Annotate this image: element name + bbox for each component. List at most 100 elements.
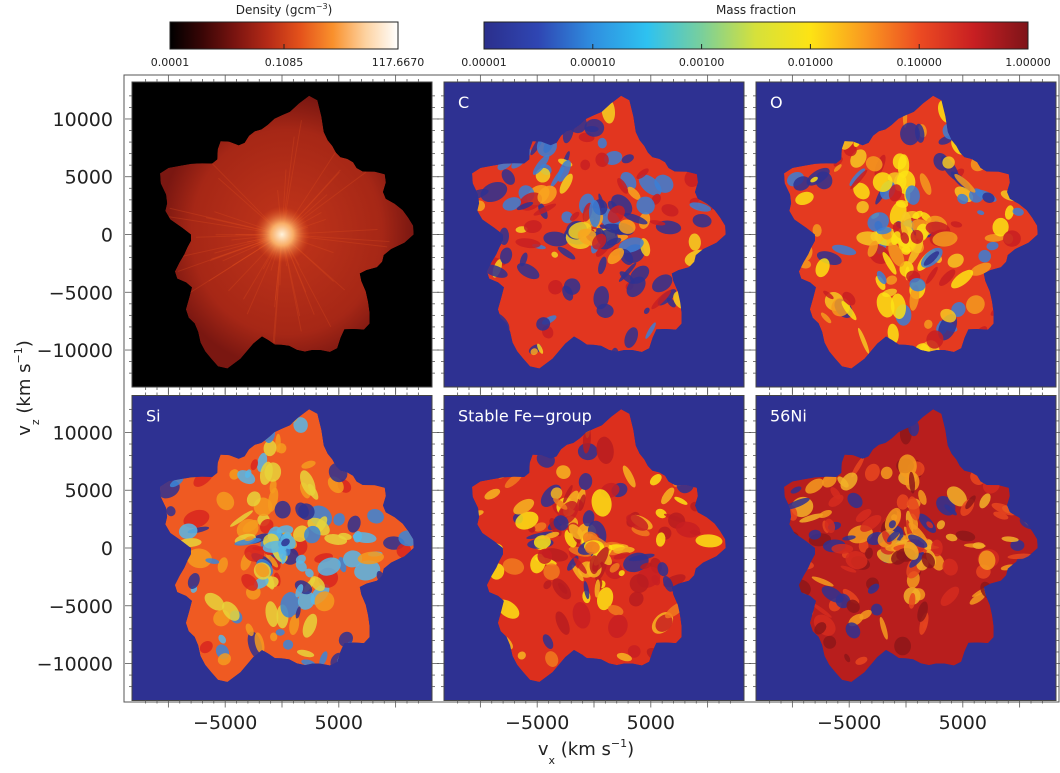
abundance-clump (295, 584, 304, 598)
abundance-clump (353, 530, 363, 543)
abundance-clump (947, 253, 964, 268)
abundance-clump (951, 269, 974, 289)
abundance-clump (484, 488, 501, 500)
abundance-clump (661, 204, 679, 217)
abundance-clump (276, 443, 287, 454)
abundance-clump (846, 599, 860, 613)
abundance-clump (855, 656, 868, 665)
abundance-clump (537, 343, 544, 354)
panel-label: 56Ni (770, 407, 807, 426)
abundance-clump (1001, 536, 1019, 542)
abundance-clump (543, 231, 569, 247)
abundance-clump (186, 548, 212, 569)
abundance-clump (876, 292, 895, 318)
fraction-colorbar-ticks: 0.00001 0.00010 0.00100 0.01000 0.10000 1.000… (461, 44, 1051, 69)
y-tick-label: 10000 (53, 422, 113, 444)
abundance-clump (628, 553, 655, 562)
abundance-clump (805, 478, 824, 494)
abundance-clump (548, 279, 563, 295)
fraction-colorbar-tick-label: 0.00010 (570, 56, 616, 69)
x-tick-label: −5000 (193, 712, 257, 734)
abundance-clump (942, 558, 958, 576)
abundance-clump (655, 508, 667, 519)
abundance-clump (645, 322, 656, 339)
abundance-clump (533, 203, 557, 216)
fraction-colorbar-tick-label: 0.01000 (788, 56, 834, 69)
abundance-clump (921, 552, 935, 569)
abundance-clump (616, 652, 632, 662)
abundance-clump (230, 510, 253, 527)
abundance-clump (502, 558, 525, 575)
abundance-clump (909, 551, 925, 568)
abundance-clump (626, 514, 649, 531)
abundance-clump (519, 252, 528, 267)
abundance-clump (295, 560, 307, 572)
abundance-clump (626, 276, 646, 298)
density-colorbar-ticks: 0.0001 0.1085 117.6670 (151, 44, 424, 69)
abundance-clump (824, 518, 836, 534)
abundance-clump (517, 651, 526, 660)
panel-label: C (458, 93, 469, 112)
abundance-clump (250, 459, 259, 471)
abundance-clump (864, 463, 880, 482)
abundance-clump (652, 274, 673, 293)
abundance-clump (992, 217, 1009, 237)
abundance-clump (649, 473, 662, 486)
abundance-clump (853, 182, 870, 200)
abundance-clump (936, 520, 946, 530)
abundance-clump (912, 210, 923, 220)
abundance-clump (613, 552, 631, 560)
abundance-clump (293, 417, 308, 433)
abundance-clump (623, 213, 648, 225)
abundance-clump (246, 491, 261, 507)
abundance-clump (289, 614, 300, 636)
abundance-clump (552, 578, 572, 600)
abundance-clump (830, 487, 841, 500)
abundance-clump (621, 154, 634, 164)
abundance-clump (979, 493, 991, 509)
abundance-clump (654, 174, 674, 193)
abundance-clump (607, 248, 625, 265)
y-tick-label: −5000 (49, 596, 113, 618)
abundance-clump (982, 192, 995, 203)
abundance-clump (926, 330, 944, 349)
abundance-clump (367, 509, 384, 524)
abundance-clump (940, 308, 957, 323)
abundance-clump (265, 601, 279, 627)
abundance-clump (592, 233, 607, 250)
abundance-clump (572, 602, 591, 629)
abundance-clump (283, 531, 291, 539)
abundance-clump (908, 471, 916, 494)
abundance-clump (908, 240, 924, 265)
abundance-clump (300, 470, 316, 496)
abundance-clump (837, 476, 849, 488)
abundance-clump (530, 348, 538, 356)
abundance-clump (790, 486, 802, 494)
abundance-clump (833, 164, 842, 172)
abundance-clump (795, 191, 814, 206)
abundance-clump (234, 538, 262, 546)
x-tick-label: 5000 (315, 712, 363, 734)
abundance-clump (640, 562, 652, 570)
abundance-clump (814, 622, 827, 635)
abundance-clump (865, 547, 873, 559)
abundance-clump (855, 509, 872, 523)
abundance-clump (596, 587, 614, 611)
abundance-clump (910, 229, 924, 244)
abundance-clump (569, 211, 580, 221)
abundance-clump (842, 291, 856, 306)
panel-density (125, 75, 439, 394)
x-tick-label: 5000 (627, 712, 675, 734)
abundance-clump (900, 232, 910, 244)
abundance-clump (651, 290, 672, 310)
abundance-clump (926, 521, 934, 529)
abundance-clump (281, 550, 287, 565)
abundance-clump (951, 302, 966, 317)
abundance-clump (281, 538, 290, 547)
y-tick-label: 10000 (53, 109, 113, 131)
abundance-clump (897, 154, 910, 179)
abundance-clump (977, 210, 985, 215)
abundance-clump (598, 256, 607, 275)
abundance-clump (580, 159, 591, 171)
abundance-clump (205, 558, 220, 564)
